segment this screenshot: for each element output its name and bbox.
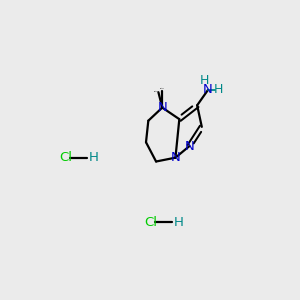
Text: H: H <box>89 151 98 164</box>
Text: N: N <box>171 151 180 164</box>
Text: H: H <box>200 74 209 87</box>
Text: methyl: methyl <box>154 91 158 92</box>
Text: N: N <box>203 83 213 96</box>
Text: N: N <box>184 140 194 153</box>
Text: methyl: methyl <box>160 88 165 89</box>
Text: N: N <box>158 101 167 114</box>
Text: H: H <box>174 216 184 229</box>
Text: Cl: Cl <box>59 151 72 164</box>
Text: Cl: Cl <box>145 216 158 229</box>
Text: H: H <box>214 83 224 96</box>
